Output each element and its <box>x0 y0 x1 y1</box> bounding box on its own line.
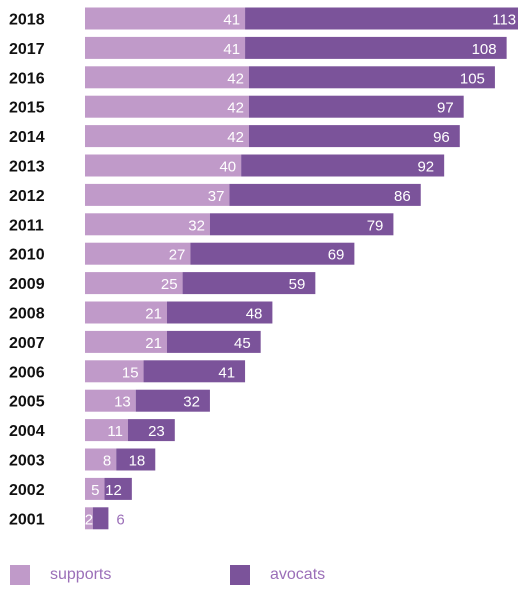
bar-avocats <box>143 360 246 383</box>
value-label-supports: 37 <box>208 188 225 205</box>
value-label-avocats: 79 <box>367 217 384 234</box>
bar-supports <box>85 448 117 471</box>
value-label-supports: 5 <box>91 482 99 499</box>
bar-supports <box>85 477 105 500</box>
bar-avocats <box>166 301 273 324</box>
bar-supports <box>85 389 136 412</box>
bar-supports <box>85 242 191 265</box>
value-label-avocats: 59 <box>289 276 306 293</box>
bar-supports <box>85 183 230 206</box>
bar-supports <box>85 272 183 295</box>
bar-supports <box>85 360 144 383</box>
bar-avocats <box>229 183 421 206</box>
value-label-avocats: 45 <box>234 335 251 352</box>
bar-avocats <box>241 154 445 177</box>
year-label: 2001 <box>9 511 45 528</box>
year-label: 2004 <box>9 423 45 440</box>
value-label-supports: 2 <box>85 511 93 528</box>
bar-supports <box>85 154 242 177</box>
bar-avocats <box>92 507 109 530</box>
bar-avocats <box>104 477 132 500</box>
bar-supports <box>85 7 246 30</box>
value-label-supports: 41 <box>223 41 240 58</box>
bar-supports <box>85 301 167 324</box>
year-label: 2017 <box>9 41 45 58</box>
value-label-supports: 13 <box>114 394 131 411</box>
bar-avocats <box>127 419 175 442</box>
value-label-avocats: 113 <box>492 12 516 29</box>
year-label: 2013 <box>9 159 45 176</box>
year-label: 2014 <box>9 129 45 146</box>
legend-item-avocats: avocats <box>230 565 325 585</box>
year-label: 2018 <box>9 12 45 29</box>
legend-label-avocats: avocats <box>270 566 326 583</box>
value-label-avocats: 12 <box>105 482 122 499</box>
bar-supports <box>85 36 246 59</box>
bar-avocats <box>116 448 156 471</box>
value-label-avocats: 23 <box>148 423 165 440</box>
year-label: 2007 <box>9 335 45 352</box>
year-label: 2009 <box>9 276 45 293</box>
bar-supports <box>85 213 210 236</box>
value-label-supports: 42 <box>227 70 244 87</box>
bar-avocats <box>248 95 464 118</box>
value-label-avocats: 32 <box>183 394 200 411</box>
legend-item-supports: supports <box>10 565 111 585</box>
year-label: 2016 <box>9 70 45 87</box>
value-label-avocats: 105 <box>460 70 485 87</box>
value-label-avocats: 6 <box>116 511 124 528</box>
year-label: 2005 <box>9 394 45 411</box>
value-label-supports: 42 <box>227 129 244 146</box>
value-label-supports: 42 <box>227 100 244 117</box>
bar-avocats <box>245 36 507 59</box>
bar-supports <box>85 95 249 118</box>
year-label: 2002 <box>9 482 45 499</box>
value-label-supports: 40 <box>219 159 236 176</box>
value-label-supports: 41 <box>223 12 240 29</box>
bar-avocats <box>166 330 261 353</box>
bar-supports <box>85 507 93 530</box>
bar-avocats <box>190 242 355 265</box>
value-label-avocats: 92 <box>417 159 434 176</box>
value-label-avocats: 18 <box>129 453 146 470</box>
bar-avocats <box>182 272 316 295</box>
year-label: 2006 <box>9 364 45 381</box>
bar-avocats <box>248 125 460 148</box>
legend-label-supports: supports <box>50 566 112 583</box>
value-label-avocats: 96 <box>433 129 450 146</box>
value-label-supports: 21 <box>145 306 162 323</box>
value-label-avocats: 86 <box>394 188 411 205</box>
value-label-avocats: 69 <box>328 247 345 264</box>
value-label-avocats: 97 <box>437 100 454 117</box>
year-label: 2012 <box>9 188 45 205</box>
year-label: 2003 <box>9 453 45 470</box>
bar-supports <box>85 330 167 353</box>
bar-supports <box>85 419 128 442</box>
bar-avocats <box>209 213 394 236</box>
bar-supports <box>85 125 249 148</box>
value-label-avocats: 108 <box>472 41 497 58</box>
year-label: 2008 <box>9 306 45 323</box>
bar-avocats <box>248 66 495 89</box>
value-label-supports: 32 <box>188 217 205 234</box>
value-label-supports: 21 <box>145 335 162 352</box>
bar-avocats <box>135 389 210 412</box>
year-label: 2015 <box>9 100 45 117</box>
bar-avocats <box>245 7 518 30</box>
value-label-supports: 8 <box>103 453 111 470</box>
value-label-avocats: 48 <box>246 306 263 323</box>
value-label-avocats: 41 <box>218 364 235 381</box>
value-label-supports: 25 <box>161 276 178 293</box>
legend-swatch-supports <box>10 565 30 585</box>
legend-swatch-avocats <box>230 565 250 585</box>
bar-supports <box>85 66 249 89</box>
value-label-supports: 15 <box>122 364 139 381</box>
year-label: 2011 <box>9 217 44 234</box>
value-label-supports: 27 <box>169 247 186 264</box>
value-label-supports: 11 <box>107 423 123 440</box>
year-label: 2010 <box>9 247 45 264</box>
